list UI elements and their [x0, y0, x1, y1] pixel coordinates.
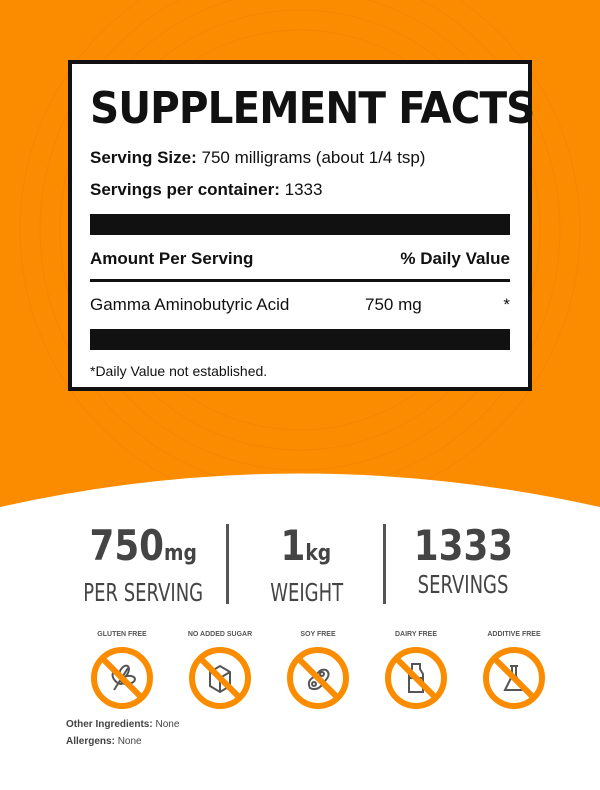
- stat-unit: mg: [164, 541, 197, 566]
- ingredients-label: Other Ingredients:: [66, 719, 153, 730]
- stat-label: WEIGHT: [269, 578, 343, 607]
- supplement-facts-panel: SUPPLEMENT FACTS Serving Size: 750 milli…: [68, 60, 535, 391]
- stat-value: 1: [280, 521, 306, 570]
- badge-soy-free: SOY FREE: [284, 630, 352, 712]
- separator: [226, 524, 230, 604]
- allergens-label: Allergens:: [66, 736, 115, 747]
- facts-item: Gamma Aminobutyric Acid 750 mg *: [90, 295, 510, 315]
- stat-weight: 1kg WEIGHT: [229, 522, 383, 608]
- free-from-badges: GLUTEN FREE NO ADDED SUGAR SOY FREE DAIR…: [88, 630, 548, 712]
- separator: [383, 524, 387, 604]
- badge-label: GLUTEN FREE: [97, 631, 147, 638]
- footer-info: Other Ingredients: None Allergens: None: [66, 716, 179, 750]
- other-ingredients: Other Ingredients: None: [66, 716, 179, 733]
- dv-header: % Daily Value: [400, 249, 510, 268]
- stat-unit: kg: [305, 541, 332, 566]
- badge-no-added-sugar: NO ADDED SUGAR: [186, 630, 254, 712]
- divider-bar: [90, 214, 510, 235]
- flask-icon: [483, 647, 545, 709]
- stat-value: 1333: [413, 521, 513, 570]
- badge-label: ADDITIVE FREE: [487, 631, 541, 638]
- wheat-icon: [91, 647, 153, 709]
- facts-header: Amount Per Serving % Daily Value: [90, 249, 510, 282]
- badge-label: DAIRY FREE: [394, 631, 437, 638]
- divider-bar: [90, 329, 510, 350]
- allergens-value: None: [117, 736, 142, 747]
- badge-gluten-free: GLUTEN FREE: [88, 630, 156, 712]
- ingredients-value: None: [155, 719, 180, 730]
- badge-label: NO ADDED SUGAR: [187, 631, 253, 638]
- item-dv: *: [503, 295, 510, 314]
- servings-label: Servings per container:: [90, 180, 280, 199]
- badge-label: SOY FREE: [300, 631, 336, 638]
- amount-header: Amount Per Serving: [90, 249, 254, 268]
- allergens: Allergens: None: [66, 733, 179, 750]
- soybean-icon: [287, 647, 349, 709]
- stat-value: 750: [89, 521, 165, 570]
- stat-per-serving: 750mg PER SERVING: [60, 522, 226, 608]
- badge-dairy-free: DAIRY FREE: [382, 630, 450, 712]
- servings-per-container: Servings per container: 1333: [90, 180, 510, 200]
- milk-bottle-icon: [385, 647, 447, 709]
- footnote: *Daily Value not established.: [90, 363, 268, 379]
- stats-row: 750mg PER SERVING 1kg WEIGHT 1333 SERVINGS: [60, 522, 540, 608]
- sugar-cube-icon: [189, 647, 251, 709]
- facts-title: SUPPLEMENT FACTS: [90, 83, 535, 134]
- item-name: Gamma Aminobutyric Acid: [90, 295, 290, 314]
- servings-value: 1333: [284, 180, 323, 199]
- stat-servings: 1333 SERVINGS: [386, 522, 540, 608]
- serving-size-label: Serving Size:: [90, 148, 197, 167]
- badge-additive-free: ADDITIVE FREE: [480, 630, 548, 712]
- stat-label: SERVINGS: [417, 570, 509, 599]
- serving-size: Serving Size: 750 milligrams (about 1/4 …: [90, 148, 510, 168]
- item-amount: 750 mg: [365, 295, 422, 314]
- serving-size-value: 750 milligrams (about 1/4 tsp): [201, 148, 426, 167]
- stat-label: PER SERVING: [83, 578, 204, 607]
